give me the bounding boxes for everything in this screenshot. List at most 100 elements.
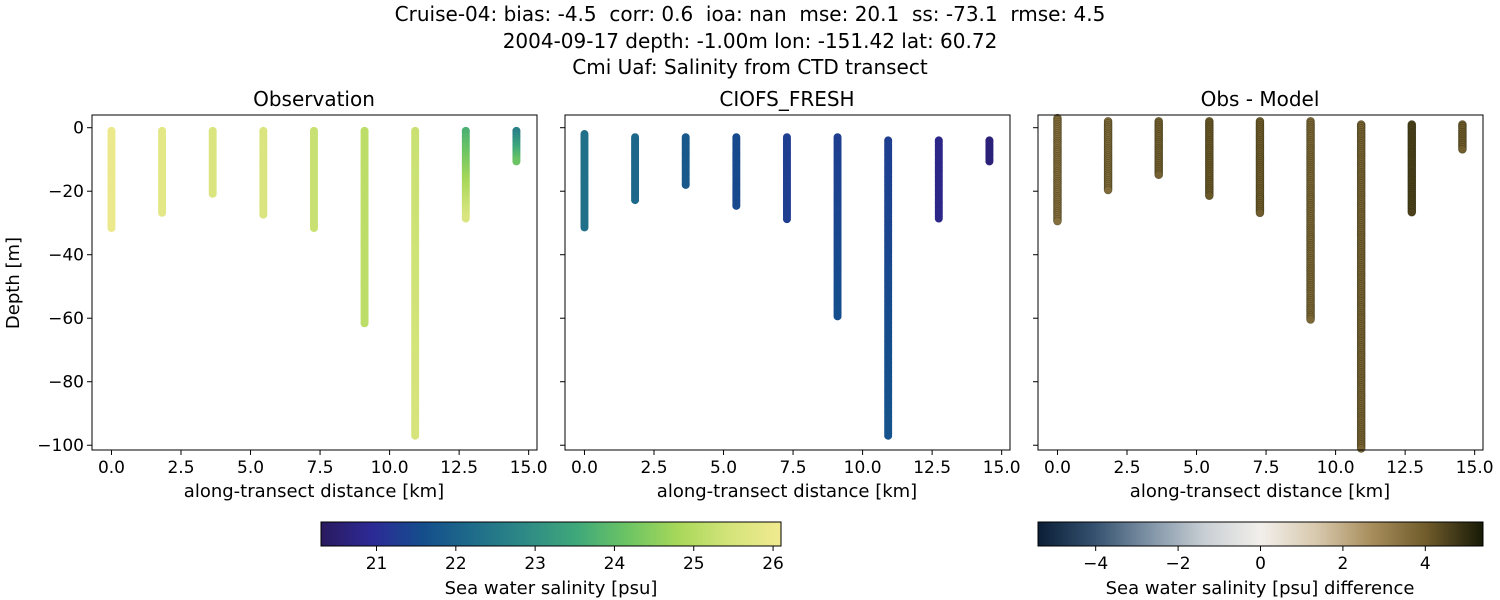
difference-profiles — [1053, 113, 1467, 453]
profile-column — [884, 136, 893, 440]
x-tick-label: 5.0 — [1183, 458, 1210, 478]
profile-column — [1306, 117, 1315, 324]
profile-column — [1154, 117, 1164, 179]
colorbar-salinity: 21 22 23 24 25 26 Sea water salinity [psu] — [320, 521, 784, 599]
x-tick-label: 12.5 — [1386, 458, 1424, 478]
model-profiles — [580, 130, 994, 440]
x-tick-label: 0.0 — [571, 458, 598, 478]
x-tick-label: 10.0 — [371, 458, 409, 478]
x-axis-ticks: 0.0 2.5 5.0 7.5 10.0 12.5 15.0 — [1044, 450, 1494, 478]
colorbar-tick-label: 25 — [683, 554, 705, 574]
x-axis-ticks: 0.0 2.5 5.0 7.5 10.0 12.5 15.0 — [571, 450, 1021, 478]
profile-column — [985, 136, 994, 166]
profile-column — [782, 133, 791, 224]
plot-frame — [91, 114, 538, 451]
data-point — [208, 189, 217, 198]
figure-title-line-3: Cmi Uaf: Salinity from CTD transect — [572, 55, 928, 79]
data-point — [360, 319, 369, 328]
profile-column — [158, 126, 167, 217]
profile-column — [580, 130, 589, 232]
profile-column — [512, 126, 521, 166]
data-point — [1255, 208, 1265, 218]
x-axis-label: along-transect distance [km] — [1130, 481, 1390, 502]
profile-column — [411, 126, 420, 440]
y-tick-label: −80 — [48, 373, 84, 393]
profile-column — [259, 126, 268, 219]
y-axis-ticks: 0 −20 −40 −60 −80 −100 — [37, 119, 92, 456]
x-tick-label: 12.5 — [440, 458, 478, 478]
y-axis-label: Depth [m] — [3, 237, 24, 329]
colorbar-tick-label: 4 — [1420, 554, 1431, 574]
profile-column — [1407, 120, 1417, 217]
colorbar-tick-label: 21 — [366, 554, 388, 574]
colorbar-tick-label: 26 — [762, 554, 784, 574]
x-tick-label: 15.0 — [983, 458, 1021, 478]
data-point — [411, 431, 420, 440]
figure-title-line-1: Cruise-04: bias: -4.5 corr: 0.6 ioa: nan… — [394, 2, 1106, 26]
data-point — [833, 312, 842, 321]
profile-column — [107, 126, 116, 233]
data-point — [934, 214, 943, 223]
panel-difference: Obs - Model 0.0 2.5 5.0 7.5 10.0 12.5 15.0 alo… — [1033, 87, 1494, 502]
profile-column — [309, 126, 318, 233]
x-axis-label: along-transect distance [km] — [184, 481, 444, 502]
data-point — [884, 431, 893, 440]
data-point — [461, 214, 470, 223]
data-point — [1356, 444, 1366, 453]
x-tick-label: 5.0 — [710, 458, 737, 478]
plot-frame — [1037, 114, 1484, 451]
x-tick-label: 15.0 — [1456, 458, 1494, 478]
data-point — [512, 157, 521, 166]
data-point — [1306, 315, 1315, 324]
x-tick-label: 0.0 — [1044, 458, 1071, 478]
y-tick-label: −20 — [48, 182, 84, 202]
colorbar-label: Sea water salinity [psu] difference — [1106, 578, 1415, 599]
data-point — [782, 215, 791, 224]
data-point — [107, 224, 116, 233]
profile-column — [681, 133, 690, 189]
x-tick-label: 2.5 — [640, 458, 667, 478]
panel-observation: Observation 0.0 2.5 5.0 7.5 10.0 12.5 15.0 0 −2… — [3, 87, 548, 502]
colorbar-ticks: 21 22 23 24 25 26 — [366, 546, 784, 574]
y-tick-label: −100 — [37, 436, 84, 456]
observation-profiles — [107, 126, 521, 440]
profile-column — [208, 126, 217, 198]
x-axis-ticks: 0.0 2.5 5.0 7.5 10.0 12.5 15.0 — [98, 450, 548, 478]
profile-column — [1458, 120, 1467, 154]
profile-column — [360, 126, 369, 328]
colorbar-tick-label: 0 — [1255, 554, 1266, 574]
colorbar-tick-label: −2 — [1166, 554, 1191, 574]
y-tick-label: 0 — [73, 119, 84, 139]
profile-column — [631, 133, 640, 205]
profile-column — [934, 136, 943, 223]
x-tick-label: 10.0 — [1317, 458, 1355, 478]
data-point — [580, 223, 589, 232]
x-tick-label: 2.5 — [1113, 458, 1140, 478]
data-point — [631, 196, 640, 205]
panel-title: CIOFS_FRESH — [719, 87, 854, 111]
colorbar-gradient — [1037, 521, 1484, 547]
x-tick-label: 7.5 — [307, 458, 334, 478]
panel-title: Obs - Model — [1201, 87, 1320, 111]
data-point — [1205, 191, 1214, 200]
y-tick-label: −40 — [48, 246, 84, 266]
y-axis-ticks — [1033, 127, 1038, 446]
y-axis-ticks — [560, 127, 565, 446]
colorbar-tick-label: 24 — [604, 554, 626, 574]
x-tick-label: 12.5 — [913, 458, 951, 478]
data-point — [1407, 207, 1417, 217]
colorbar-gradient — [320, 521, 782, 547]
colorbar-difference: −4 −2 0 2 4 Sea water salinity [psu] differe… — [1037, 521, 1484, 599]
profile-column — [732, 133, 741, 210]
profile-column — [1053, 113, 1062, 226]
data-point — [1154, 170, 1164, 179]
profile-column — [461, 126, 470, 223]
y-tick-label: −60 — [48, 309, 84, 329]
x-tick-label: 7.5 — [780, 458, 807, 478]
plot-frame — [564, 114, 1011, 451]
x-tick-label: 0.0 — [98, 458, 125, 478]
x-tick-label: 2.5 — [167, 458, 194, 478]
colorbar-tick-label: 23 — [524, 554, 546, 574]
profile-column — [833, 133, 842, 321]
x-tick-label: 7.5 — [1253, 458, 1280, 478]
